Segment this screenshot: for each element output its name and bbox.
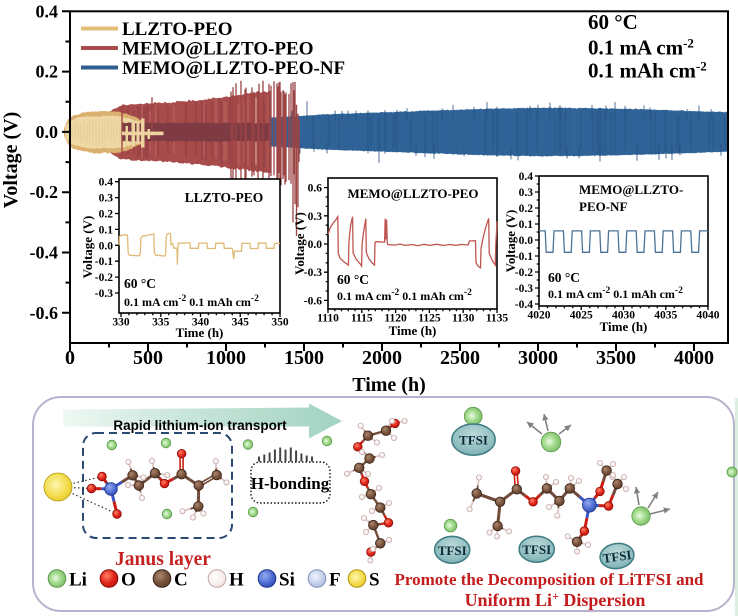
svg-text:4040: 4040 bbox=[697, 310, 720, 322]
svg-text:0.2: 0.2 bbox=[99, 209, 114, 221]
svg-text:3500: 3500 bbox=[596, 347, 636, 369]
svg-text:MEMO@LLZTO-: MEMO@LLZTO- bbox=[579, 182, 683, 197]
svg-text:0.1: 0.1 bbox=[99, 224, 114, 236]
svg-text:TFSI: TFSI bbox=[602, 547, 633, 566]
svg-text:-0.1: -0.1 bbox=[95, 256, 113, 268]
svg-text:Voltage (V): Voltage (V) bbox=[503, 210, 518, 273]
svg-text:1500: 1500 bbox=[284, 347, 324, 369]
svg-text:TFSI: TFSI bbox=[459, 433, 488, 448]
svg-text:TFSI: TFSI bbox=[438, 543, 467, 558]
svg-text:0.1 mAh cm-2: 0.1 mAh cm-2 bbox=[588, 59, 707, 83]
svg-text:60 °C: 60 °C bbox=[124, 276, 156, 291]
svg-text:-0.6: -0.6 bbox=[304, 295, 322, 307]
svg-text:S: S bbox=[369, 570, 380, 591]
svg-text:1130: 1130 bbox=[452, 313, 475, 325]
svg-text:0.0: 0.0 bbox=[308, 239, 323, 251]
svg-text:-0.2: -0.2 bbox=[515, 267, 533, 279]
svg-text:0.2: 0.2 bbox=[36, 62, 59, 82]
svg-text:0.1: 0.1 bbox=[519, 219, 534, 231]
svg-text:Time (h): Time (h) bbox=[352, 374, 426, 396]
svg-text:Time (h): Time (h) bbox=[176, 325, 224, 340]
svg-text:0.0: 0.0 bbox=[519, 235, 534, 247]
svg-text:1110: 1110 bbox=[317, 313, 339, 325]
svg-text:4030: 4030 bbox=[612, 310, 635, 322]
svg-text:0.1 mA cm-2 0.1 mAh cm-2: 0.1 mA cm-2 0.1 mAh cm-2 bbox=[337, 288, 472, 303]
svg-text:Voltage (V): Voltage (V) bbox=[80, 216, 95, 279]
svg-text:345: 345 bbox=[232, 317, 250, 329]
svg-text:-0.4: -0.4 bbox=[30, 243, 59, 263]
svg-text:1125: 1125 bbox=[418, 313, 441, 325]
svg-text:4000: 4000 bbox=[674, 347, 714, 369]
svg-text:-0.2: -0.2 bbox=[30, 182, 59, 202]
svg-text:0.4: 0.4 bbox=[36, 1, 59, 21]
svg-text:0.2: 0.2 bbox=[519, 203, 534, 215]
svg-text:1000: 1000 bbox=[206, 347, 246, 369]
svg-text:MEMO@LLZTO-PEO: MEMO@LLZTO-PEO bbox=[122, 39, 314, 60]
svg-text:MEMO@LLZTO-PEO: MEMO@LLZTO-PEO bbox=[347, 186, 478, 201]
svg-text:340: 340 bbox=[192, 317, 210, 329]
svg-text:4035: 4035 bbox=[654, 310, 677, 322]
svg-text:C: C bbox=[174, 570, 188, 591]
svg-text:Time (h): Time (h) bbox=[389, 323, 437, 338]
svg-text:-0.3: -0.3 bbox=[304, 267, 322, 279]
svg-text:0.0: 0.0 bbox=[99, 240, 114, 252]
svg-text:0.0: 0.0 bbox=[36, 122, 59, 142]
svg-text:0: 0 bbox=[65, 347, 75, 369]
svg-text:-0.3: -0.3 bbox=[95, 288, 113, 300]
svg-text:Rapid lithium-ion transport: Rapid lithium-ion transport bbox=[113, 418, 287, 433]
svg-text:-0.6: -0.6 bbox=[30, 303, 59, 323]
svg-text:-0.1: -0.1 bbox=[515, 251, 533, 263]
svg-text:Li: Li bbox=[69, 570, 87, 591]
svg-text:-0.3: -0.3 bbox=[515, 283, 533, 295]
svg-text:335: 335 bbox=[152, 317, 170, 329]
svg-text:0.4: 0.4 bbox=[99, 177, 114, 189]
svg-text:330: 330 bbox=[112, 317, 130, 329]
svg-text:O: O bbox=[121, 570, 136, 591]
svg-text:-0.2: -0.2 bbox=[95, 272, 113, 284]
svg-text:0.6: 0.6 bbox=[308, 183, 323, 195]
svg-text:-0.4: -0.4 bbox=[515, 299, 533, 311]
svg-text:H: H bbox=[229, 570, 244, 591]
svg-text:H-bonding: H-bonding bbox=[251, 474, 330, 493]
svg-text:Time (h): Time (h) bbox=[600, 319, 648, 334]
svg-text:Voltage (V): Voltage (V) bbox=[0, 112, 22, 208]
svg-text:PEO-NF: PEO-NF bbox=[579, 199, 627, 214]
svg-text:F: F bbox=[329, 570, 341, 591]
svg-text:60 °C: 60 °C bbox=[337, 272, 369, 287]
svg-text:0.3: 0.3 bbox=[99, 193, 114, 205]
svg-text:3000: 3000 bbox=[518, 347, 558, 369]
svg-text:0.1 mA cm-2 0.1 mAh cm-2: 0.1 mA cm-2 0.1 mAh cm-2 bbox=[124, 294, 259, 309]
svg-text:MEMO@LLZTO-PEO-NF: MEMO@LLZTO-PEO-NF bbox=[122, 58, 345, 79]
svg-text:0.1 mA cm-2 0.1 mAh cm-2: 0.1 mA cm-2 0.1 mAh cm-2 bbox=[548, 286, 683, 301]
svg-text:4025: 4025 bbox=[570, 310, 593, 322]
svg-text:1135: 1135 bbox=[486, 313, 509, 325]
svg-text:2500: 2500 bbox=[440, 347, 480, 369]
svg-text:TFSI: TFSI bbox=[522, 542, 551, 557]
svg-text:Promote the Decomposition of L: Promote the Decomposition of LiTFSI and bbox=[395, 570, 705, 589]
svg-text:500: 500 bbox=[133, 347, 163, 369]
svg-text:Uniform Li+ Dispersion: Uniform Li+ Dispersion bbox=[465, 589, 646, 610]
svg-text:Voltage (V): Voltage (V) bbox=[292, 212, 307, 275]
svg-text:60 °C: 60 °C bbox=[548, 270, 580, 285]
svg-text:Janus layer: Janus layer bbox=[115, 549, 211, 570]
svg-text:Si: Si bbox=[279, 570, 295, 591]
svg-text:1120: 1120 bbox=[384, 313, 407, 325]
svg-text:350: 350 bbox=[271, 317, 289, 329]
svg-text:0.1 mA cm-2: 0.1 mA cm-2 bbox=[588, 36, 694, 60]
svg-text:0.4: 0.4 bbox=[519, 171, 534, 183]
svg-text:4020: 4020 bbox=[528, 310, 551, 322]
svg-text:LLZTO-PEO: LLZTO-PEO bbox=[185, 190, 264, 205]
svg-text:1115: 1115 bbox=[351, 313, 373, 325]
svg-text:LLZTO-PEO: LLZTO-PEO bbox=[122, 19, 233, 40]
svg-text:2000: 2000 bbox=[362, 347, 402, 369]
svg-text:0.3: 0.3 bbox=[519, 187, 534, 199]
svg-text:0.3: 0.3 bbox=[308, 211, 323, 223]
svg-text:60 °C: 60 °C bbox=[588, 10, 638, 34]
